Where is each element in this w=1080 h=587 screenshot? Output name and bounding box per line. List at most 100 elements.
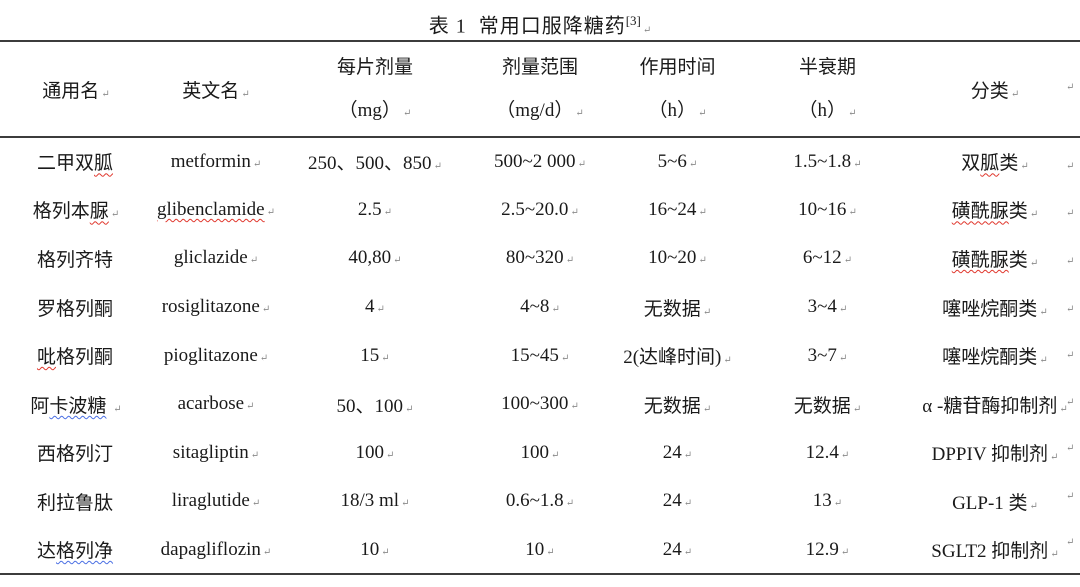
cell-english-name: liraglutide ↵ <box>171 490 261 512</box>
end-of-cell-mark-icon: ↵ <box>570 401 579 413</box>
end-of-cell-mark-icon: ↵ <box>577 158 586 170</box>
end-of-row-mark-icon: ↵ <box>1066 208 1075 219</box>
end-of-cell-mark-icon: ↵ <box>381 546 390 558</box>
cell-duration: 无数据 ↵ <box>643 395 712 417</box>
table-title-text: 表 1 常用口服降糖药 <box>428 15 626 38</box>
cell-generic-name: 罗格列酮 <box>36 298 113 320</box>
end-of-line-mark-icon: ↵ <box>642 24 652 36</box>
end-of-cell-mark-icon: ↵ <box>252 158 262 170</box>
drug-table: 通用名 ↵ 英文名 ↵ 每片剂量 （mg） ↵ 剂量范围 （mg/d） ↵ 作用时间 （h） ↵… <box>0 40 1080 576</box>
cell-half-life: 6~12 ↵ <box>802 247 853 269</box>
end-of-cell-mark-icon: ↵ <box>840 546 850 558</box>
end-of-cell-mark-icon: ↵ <box>266 206 276 218</box>
end-of-cell-mark-icon: ↵ <box>551 304 560 316</box>
column-header-half-life: 半衰期 （h） ↵ <box>798 57 857 121</box>
table-title: 表 1 常用口服降糖药[3]↵ <box>0 6 1080 46</box>
table-row: 西格列汀 sitagliptin ↵ 100 ↵ 100 ↵ 24 ↵ 12.4 ↵ DP… <box>0 429 1080 478</box>
end-of-cell-mark-icon: ↵ <box>688 158 698 170</box>
end-of-cell-mark-icon: ↵ <box>1020 161 1029 173</box>
end-of-cell-mark-icon: ↵ <box>261 304 271 316</box>
end-of-cell-mark-icon: ↵ <box>1010 88 1020 100</box>
cell-classification: 磺酰脲类 ↵ <box>951 201 1039 223</box>
end-of-cell-mark-icon: ↵ <box>433 161 442 173</box>
cell-duration: 5~6 ↵ <box>657 150 698 172</box>
table-row: 罗格列酮 rosiglitazone ↵ 4 ↵ 4~8 ↵ 无数据 ↵ 3~4 ↵ 噻唑… <box>0 283 1080 332</box>
end-of-cell-mark-icon: ↵ <box>838 304 848 316</box>
end-of-row-mark-icon: ↵ <box>1066 491 1075 502</box>
table-row: 格列本脲 ↵ glibenclamide ↵ 2.5 ↵ 2.5~20.0 ↵ 16~2… <box>0 186 1080 235</box>
cell-duration: 24 ↵ <box>662 441 693 463</box>
end-of-cell-mark-icon: ↵ <box>101 88 110 100</box>
table-row: 阿卡波糖 ↵ acarbose ↵ 50、100 ↵ 100~300 ↵ 无数据 ↵ 无… <box>0 380 1080 429</box>
column-header-classification: 分类 ↵ <box>970 80 1020 102</box>
cell-english-name: gliclazide ↵ <box>173 247 259 269</box>
end-of-cell-mark-icon: ↵ <box>383 206 393 218</box>
cell-dose: 18/3 ml ↵ <box>340 490 410 512</box>
cell-duration: 24 ↵ <box>662 538 693 560</box>
cell-half-life: 12.4 ↵ <box>805 441 850 463</box>
column-header-generic-name: 通用名 ↵ <box>42 80 110 102</box>
cell-dose-range: 10 ↵ <box>525 538 555 560</box>
cell-duration: 10~20 ↵ <box>648 247 707 269</box>
cell-dose-range: 100~300 ↵ <box>501 393 579 415</box>
end-of-cell-mark-icon: ↵ <box>843 255 853 267</box>
end-of-cell-mark-icon: ↵ <box>565 255 575 267</box>
end-of-cell-mark-icon: ↵ <box>1029 257 1039 269</box>
cell-english-name: acarbose ↵ <box>177 393 255 415</box>
end-of-cell-mark-icon: ↵ <box>1039 306 1048 318</box>
cell-half-life: 无数据 ↵ <box>793 395 862 417</box>
end-of-cell-mark-icon: ↵ <box>698 255 707 267</box>
end-of-cell-mark-icon: ↵ <box>241 88 250 100</box>
end-of-cell-mark-icon: ↵ <box>393 255 402 267</box>
end-of-cell-mark-icon: ↵ <box>113 403 122 415</box>
column-header-english-name: 英文名 ↵ <box>182 80 250 102</box>
cell-dose-range: 4~8 ↵ <box>520 296 560 318</box>
cell-classification: DPPIV 抑制剂 ↵ <box>931 444 1059 466</box>
column-header-duration: 作用时间 （h） ↵ <box>639 57 716 121</box>
cell-dose: 2.5 ↵ <box>357 198 393 220</box>
citation-superscript: [3] <box>625 13 641 28</box>
end-of-cell-mark-icon: ↵ <box>698 206 707 218</box>
end-of-cell-mark-icon: ↵ <box>110 209 120 221</box>
end-of-cell-mark-icon: ↵ <box>259 352 269 364</box>
table-row: 二甲双胍 metformin ↵ 250、500、850 ↵ 500~2 000 ↵ … <box>0 137 1080 186</box>
end-of-cell-mark-icon: ↵ <box>551 449 560 461</box>
end-of-cell-mark-icon: ↵ <box>246 401 255 413</box>
cell-dose: 10 ↵ <box>360 538 390 560</box>
cell-duration: 2(达峰时间) ↵ <box>623 347 732 369</box>
cell-generic-name: 吡格列酮 <box>36 347 114 369</box>
cell-dose-range: 15~45 ↵ <box>510 344 570 366</box>
column-header-dose-per-tablet: 每片剂量 （mg） ↵ <box>336 57 413 121</box>
cell-duration: 无数据 ↵ <box>643 298 712 320</box>
cell-half-life: 3~7 ↵ <box>807 344 848 366</box>
cell-dose-range: 2.5~20.0 ↵ <box>501 198 579 220</box>
cell-dose: 40,80 ↵ <box>348 247 402 269</box>
column-header-dose-range: 剂量范围 （mg/d） ↵ <box>496 57 584 121</box>
cell-half-life: 1.5~1.8 ↵ <box>793 150 862 172</box>
end-of-row-mark-icon: ↵ <box>1066 256 1075 267</box>
cell-classification: GLP-1 类 ↵ <box>952 492 1038 514</box>
table-row: 吡格列酮 pioglitazone ↵ 15 ↵ 15~45 ↵ 2(达峰时间) ↵ 3… <box>0 331 1080 380</box>
cell-classification: 噻唑烷酮类 ↵ <box>942 347 1048 369</box>
cell-dose: 100 ↵ <box>355 441 395 463</box>
end-of-cell-mark-icon: ↵ <box>853 158 862 170</box>
cell-dose-range: 500~2 000 ↵ <box>494 150 586 172</box>
cell-dose: 250、500、850 ↵ <box>308 153 442 175</box>
end-of-cell-mark-icon: ↵ <box>546 546 555 558</box>
end-of-cell-mark-icon: ↵ <box>852 403 862 415</box>
end-of-cell-mark-icon: ↵ <box>1029 209 1039 221</box>
cell-generic-name: 格列齐特 <box>36 249 113 271</box>
cell-dose: 50、100 ↵ <box>336 395 414 417</box>
cell-duration: 24 ↵ <box>662 490 693 512</box>
cell-generic-name: 西格列汀 <box>36 444 113 466</box>
end-of-cell-mark-icon: ↵ <box>698 108 707 119</box>
cell-dose-range: 80~320 ↵ <box>505 247 575 269</box>
end-of-row-mark-icon: ↵ <box>1066 350 1075 361</box>
cell-english-name: metformin ↵ <box>170 150 262 172</box>
cell-dose: 4 ↵ <box>365 296 385 318</box>
end-of-cell-mark-icon: ↵ <box>386 449 395 461</box>
end-of-cell-mark-icon: ↵ <box>249 255 259 267</box>
cell-generic-name: 格列本脲 ↵ <box>32 201 120 223</box>
end-of-cell-mark-icon: ↵ <box>840 449 850 461</box>
end-of-cell-mark-icon: ↵ <box>702 403 712 415</box>
